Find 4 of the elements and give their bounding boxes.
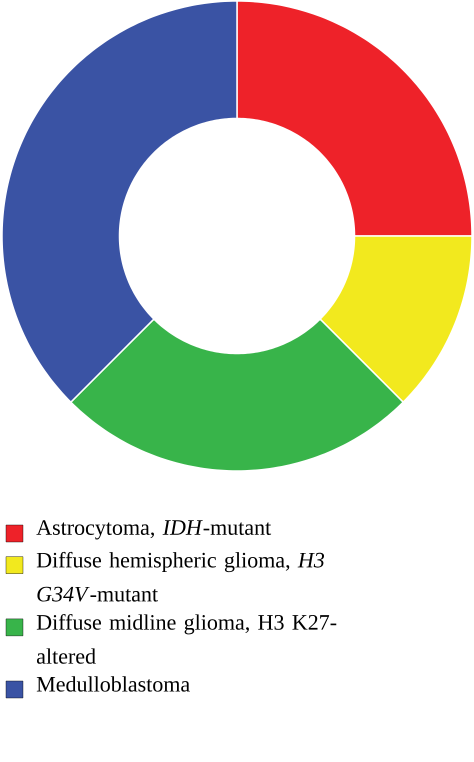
legend-label: Medulloblastoma [36, 676, 190, 692]
legend-label: Astrocytoma, IDH-mutant [36, 520, 272, 540]
category-label: Diffuse hemispheric glioma, H3 G34V-mutant [36, 552, 324, 602]
legend-label: Diffuse midline glioma, H3 K27-altered [36, 614, 336, 664]
